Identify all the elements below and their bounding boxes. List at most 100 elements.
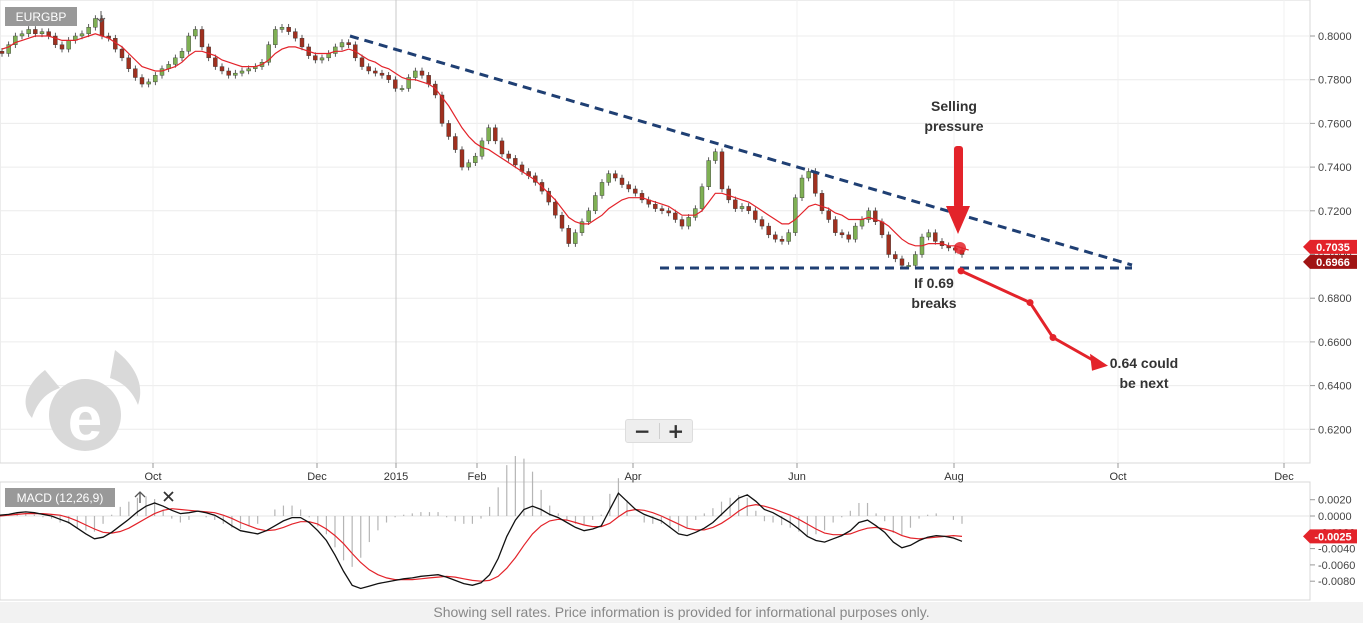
- candle-body: [286, 27, 291, 32]
- candle-body: [599, 182, 605, 196]
- macd-value-label-bg: [1303, 529, 1357, 544]
- candle-body: [706, 160, 711, 187]
- candle-body: [766, 225, 771, 236]
- zoom-out-button[interactable]: −: [626, 420, 659, 442]
- candle-body: [159, 68, 165, 76]
- candle-body: [193, 29, 198, 37]
- projection-arrow-head: [1090, 353, 1108, 371]
- candle-body: [859, 219, 865, 227]
- footer-disclaimer: Showing sell rates. Price information is…: [0, 602, 1363, 623]
- candle-body: [813, 171, 818, 194]
- annotations: Selling pressure If 0.69 breaks 0.64 could be…: [911, 98, 1178, 391]
- current-price-label-bg: [1303, 239, 1357, 254]
- candle-body: [793, 197, 798, 233]
- current-price-label-text: 0.7035: [1316, 242, 1350, 254]
- zoom-controls: − +: [625, 419, 693, 443]
- close-icon[interactable]: [163, 491, 174, 502]
- price-tick-label: 0.7200: [1318, 206, 1352, 218]
- candle-body: [339, 42, 345, 48]
- candle-body: [393, 79, 398, 89]
- macd-tick-label: 0.0000: [1318, 511, 1352, 523]
- macd-tick-label: -0.0060: [1318, 560, 1355, 572]
- candle-body: [26, 29, 31, 35]
- candle-body: [86, 27, 91, 35]
- candle-body: [879, 221, 885, 236]
- symbol-label-text: EURGBP: [16, 10, 67, 24]
- price-tick-label: 0.7800: [1318, 75, 1352, 87]
- candle-body: [839, 232, 845, 236]
- candle-body: [779, 239, 785, 242]
- time-tick-label: Dec: [307, 471, 327, 483]
- time-tick-label: 2015: [384, 471, 408, 483]
- candle-body: [219, 66, 225, 72]
- candle-body: [426, 75, 431, 85]
- candle-body: [773, 234, 778, 240]
- candle-body: [6, 44, 11, 54]
- macd-tick-label: -0.0080: [1318, 576, 1355, 588]
- candle-body: [833, 219, 838, 233]
- candle-body: [173, 57, 178, 65]
- projection-point: [957, 267, 965, 275]
- trendlines: [349, 34, 1133, 270]
- candle-body: [686, 217, 691, 227]
- candle-body: [819, 193, 825, 212]
- candle-body: [799, 177, 805, 198]
- candle-body: [373, 70, 378, 74]
- selling-pressure-arrow-shaft: [954, 146, 963, 208]
- candle-body: [213, 57, 218, 67]
- macd-tick-label: 0.0020: [1318, 495, 1352, 507]
- candle-body: [366, 66, 371, 72]
- candle-body: [493, 127, 498, 142]
- bid-price-label: 0.6966: [1303, 254, 1357, 269]
- candle-body: [326, 53, 331, 59]
- projection-point: [1026, 299, 1034, 307]
- candle-body: [486, 127, 491, 142]
- symbol-label-bg: [5, 7, 77, 26]
- candle-body: [566, 228, 571, 244]
- price-tick-label: 0.6200: [1318, 424, 1352, 436]
- candle-body: [273, 29, 278, 45]
- candle-body: [359, 57, 365, 67]
- candle-body: [79, 33, 85, 37]
- candle-body: [606, 173, 611, 183]
- candle-body: [613, 173, 618, 179]
- time-tick-label: Apr: [624, 471, 641, 483]
- candle-body: [139, 77, 145, 85]
- zoom-in-button[interactable]: +: [660, 420, 693, 442]
- time-tick-label: Dec: [1274, 471, 1294, 483]
- macd-label[interactable]: MACD (12,26,9): [5, 488, 115, 507]
- candle-body: [446, 123, 451, 137]
- candle-body: [313, 55, 318, 61]
- candle-body: [673, 212, 678, 220]
- candle-body: [293, 31, 298, 39]
- candle-body: [59, 44, 65, 50]
- candle-body: [233, 72, 238, 76]
- candle-body: [333, 46, 338, 54]
- candle-body: [666, 210, 671, 214]
- candle-body: [699, 186, 705, 209]
- candle-body: [713, 151, 718, 161]
- time-tick-label: Oct: [1109, 471, 1126, 483]
- time-tick-label: Feb: [468, 471, 487, 483]
- candle-body: [873, 210, 878, 222]
- macd-value-label-text: -0.0025: [1314, 531, 1351, 543]
- bid-price-label-bg: [1303, 254, 1357, 269]
- candle-body: [899, 258, 905, 266]
- arrow-up-icon[interactable]: [134, 491, 146, 503]
- candle-body: [206, 46, 211, 59]
- candle-body: [746, 206, 751, 211]
- zoom-divider: [658, 423, 660, 439]
- selling-pressure-arrow-head: [946, 206, 970, 234]
- candle-body: [266, 44, 271, 63]
- macd-signal-line: [0, 503, 963, 582]
- macd-tick-label: -0.0040: [1318, 544, 1355, 556]
- candle-body: [633, 188, 638, 194]
- candle-body: [433, 83, 438, 96]
- candle-body: [453, 136, 458, 150]
- candle-body: [866, 210, 871, 220]
- candle-body: [553, 201, 558, 216]
- candle-body: [653, 204, 658, 209]
- arrow-down-icon: [96, 11, 106, 23]
- candle-body: [473, 155, 478, 163]
- candle-body: [179, 51, 185, 59]
